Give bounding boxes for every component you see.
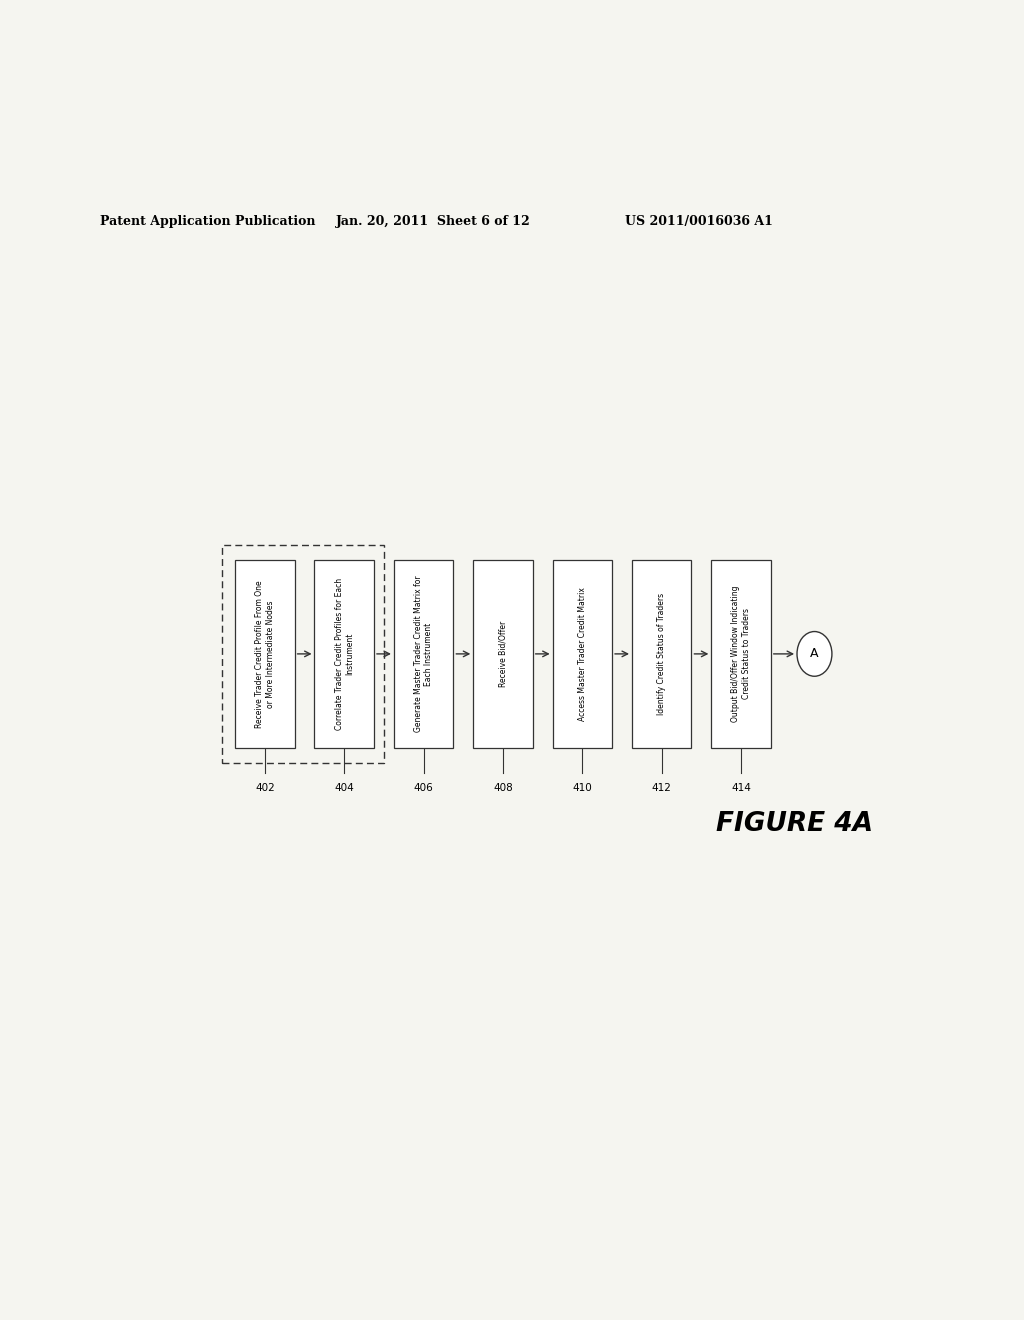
Bar: [473, 560, 532, 748]
Text: Receive Trader Credit Profile From One
or More Intermediate Nodes: Receive Trader Credit Profile From One o…: [255, 579, 274, 727]
Text: US 2011/0016036 A1: US 2011/0016036 A1: [626, 215, 773, 228]
Text: Output Bid/Offer Window Indicating
Credit Status to Traders: Output Bid/Offer Window Indicating Credi…: [731, 586, 751, 722]
Text: 412: 412: [651, 784, 672, 793]
Text: Identify Credit Status of Traders: Identify Credit Status of Traders: [657, 593, 667, 715]
Text: 402: 402: [255, 784, 274, 793]
Text: 408: 408: [494, 784, 513, 793]
Bar: [236, 560, 295, 748]
Text: FIGURE 4A: FIGURE 4A: [716, 812, 873, 837]
Text: A: A: [810, 647, 819, 660]
Bar: [632, 560, 691, 748]
Bar: [221, 545, 384, 763]
Text: 414: 414: [731, 784, 751, 793]
Bar: [553, 560, 612, 748]
Text: Generate Master Trader Credit Matrix for
Each Instrument: Generate Master Trader Credit Matrix for…: [414, 576, 433, 733]
Bar: [394, 560, 454, 748]
Text: Receive Bid/Offer: Receive Bid/Offer: [499, 620, 508, 686]
Text: 410: 410: [572, 784, 592, 793]
Text: Jan. 20, 2011  Sheet 6 of 12: Jan. 20, 2011 Sheet 6 of 12: [336, 215, 530, 228]
Bar: [712, 560, 771, 748]
Text: 404: 404: [335, 784, 354, 793]
Bar: [314, 560, 374, 748]
Text: Correlate Trader Credit Profiles for Each
Instrument: Correlate Trader Credit Profiles for Eac…: [335, 578, 354, 730]
Text: Patent Application Publication: Patent Application Publication: [99, 215, 315, 228]
Text: 406: 406: [414, 784, 433, 793]
Circle shape: [797, 631, 831, 676]
Text: Access Master Trader Credit Matrix: Access Master Trader Credit Matrix: [578, 587, 587, 721]
